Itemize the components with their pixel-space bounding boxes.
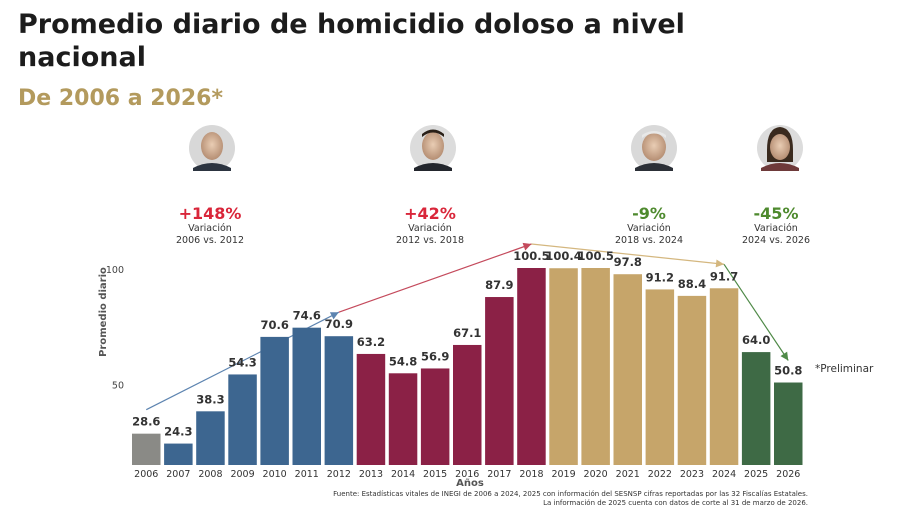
- portrait-2006-2012: [189, 125, 235, 171]
- bar-2008: [196, 411, 225, 465]
- value-label-2024: 91.7: [710, 269, 738, 283]
- x-tick-2024: 2024: [712, 469, 736, 480]
- y-tick-50: 50: [112, 380, 124, 391]
- x-tick-2019: 2019: [551, 469, 575, 480]
- value-label-2015: 56.9: [421, 349, 449, 363]
- x-tick-2026: 2026: [776, 469, 800, 480]
- variation-range-4: 2024 vs. 2026: [742, 235, 810, 246]
- value-label-2013: 63.2: [357, 335, 385, 349]
- chart-title: Promedio diario de homicidio doloso a ni…: [18, 9, 685, 73]
- value-label-2023: 88.4: [678, 277, 706, 291]
- x-tick-2007: 2007: [166, 469, 190, 480]
- variation-range-1: 2006 vs. 2012: [176, 235, 244, 246]
- value-label-2025: 64.0: [742, 333, 770, 347]
- variation-range-3: 2018 vs. 2024: [615, 235, 683, 246]
- y-axis-label: Promedio diario: [98, 267, 109, 357]
- x-tick-2023: 2023: [680, 469, 704, 480]
- value-label-2019: 100.4: [545, 249, 581, 263]
- trend-arrow-4: [723, 263, 789, 361]
- bar-2011: [292, 327, 321, 465]
- bar-2010: [260, 336, 289, 465]
- value-label-2021: 97.8: [614, 255, 642, 269]
- portrait-2024-2026: [757, 125, 803, 171]
- x-tick-2009: 2009: [230, 469, 254, 480]
- variation-value-4: -45%: [754, 204, 799, 223]
- value-label-2010: 70.6: [260, 318, 288, 332]
- bar-2012: [324, 336, 354, 465]
- variation-label-1: Variación: [188, 223, 232, 234]
- bar-2020: [581, 268, 610, 465]
- bar-2015: [420, 368, 450, 465]
- x-tick-2015: 2015: [423, 469, 447, 480]
- x-tick-2020: 2020: [584, 469, 608, 480]
- x-tick-2022: 2022: [648, 469, 672, 480]
- bar-2021: [613, 274, 642, 465]
- bar-2018: [517, 268, 546, 465]
- bar-2022: [645, 289, 675, 465]
- variation-range-2: 2012 vs. 2018: [396, 235, 464, 246]
- value-label-2008: 38.3: [196, 392, 224, 406]
- bar-2013: [356, 353, 386, 465]
- bar-2025: [741, 352, 771, 465]
- y-tick-100: 100: [106, 265, 124, 276]
- x-tick-2017: 2017: [487, 469, 511, 480]
- value-label-2011: 74.6: [293, 309, 321, 323]
- bar-2016: [453, 344, 482, 465]
- x-tick-2006: 2006: [134, 469, 158, 480]
- bar-2026: [774, 382, 803, 465]
- x-tick-2010: 2010: [263, 469, 287, 480]
- x-tick-2018: 2018: [519, 469, 543, 480]
- x-tick-2012: 2012: [327, 469, 351, 480]
- source-line-2: La información de 2025 cuenta con datos …: [543, 499, 808, 507]
- value-label-2020: 100.5: [577, 249, 613, 263]
- value-label-2016: 67.1: [453, 326, 481, 340]
- value-label-2017: 87.9: [485, 278, 513, 292]
- variation-label-4: Variación: [754, 223, 798, 234]
- value-label-2026: 50.8: [774, 364, 802, 378]
- bar-2019: [549, 268, 578, 465]
- portrait-2012-2018: [410, 125, 456, 171]
- portrait-2018-2024: [631, 125, 677, 171]
- value-label-2022: 91.2: [646, 270, 674, 284]
- value-label-2012: 70.9: [325, 317, 353, 331]
- bar-2014: [388, 373, 418, 465]
- bar-2017: [485, 297, 514, 465]
- x-tick-2013: 2013: [359, 469, 383, 480]
- variation-label-2: Variación: [408, 223, 452, 234]
- variation-value-3: -9%: [632, 204, 666, 223]
- x-tick-2025: 2025: [744, 469, 768, 480]
- source-line-1: Fuente: Estadísticas vitales de INEGI de…: [333, 490, 808, 498]
- value-label-2007: 24.3: [164, 425, 192, 439]
- bar-2007: [164, 443, 193, 465]
- variation-value-1: +148%: [179, 204, 242, 223]
- variation-value-2: +42%: [404, 204, 456, 223]
- trend-arrow-3: [531, 243, 725, 268]
- trend-arrow-2: [338, 242, 532, 313]
- x-tick-2016: 2016: [455, 469, 479, 480]
- preliminary-note: *Preliminar: [815, 363, 874, 375]
- bar-2006: [132, 433, 161, 465]
- x-tick-2011: 2011: [295, 469, 319, 480]
- x-tick-2021: 2021: [616, 469, 640, 480]
- value-label-2009: 54.3: [228, 355, 256, 369]
- bar-2024: [709, 288, 739, 465]
- value-label-2018: 100.5: [513, 249, 549, 263]
- bar-2009: [228, 374, 257, 465]
- x-tick-2014: 2014: [391, 469, 415, 480]
- x-axis-label: Años: [456, 478, 484, 489]
- variation-label-3: Variación: [627, 223, 671, 234]
- value-label-2014: 54.8: [389, 354, 417, 368]
- bar-2023: [677, 295, 707, 465]
- value-label-2006: 28.6: [132, 415, 160, 429]
- x-tick-2008: 2008: [198, 469, 222, 480]
- chart-subtitle: De 2006 a 2026*: [18, 86, 223, 111]
